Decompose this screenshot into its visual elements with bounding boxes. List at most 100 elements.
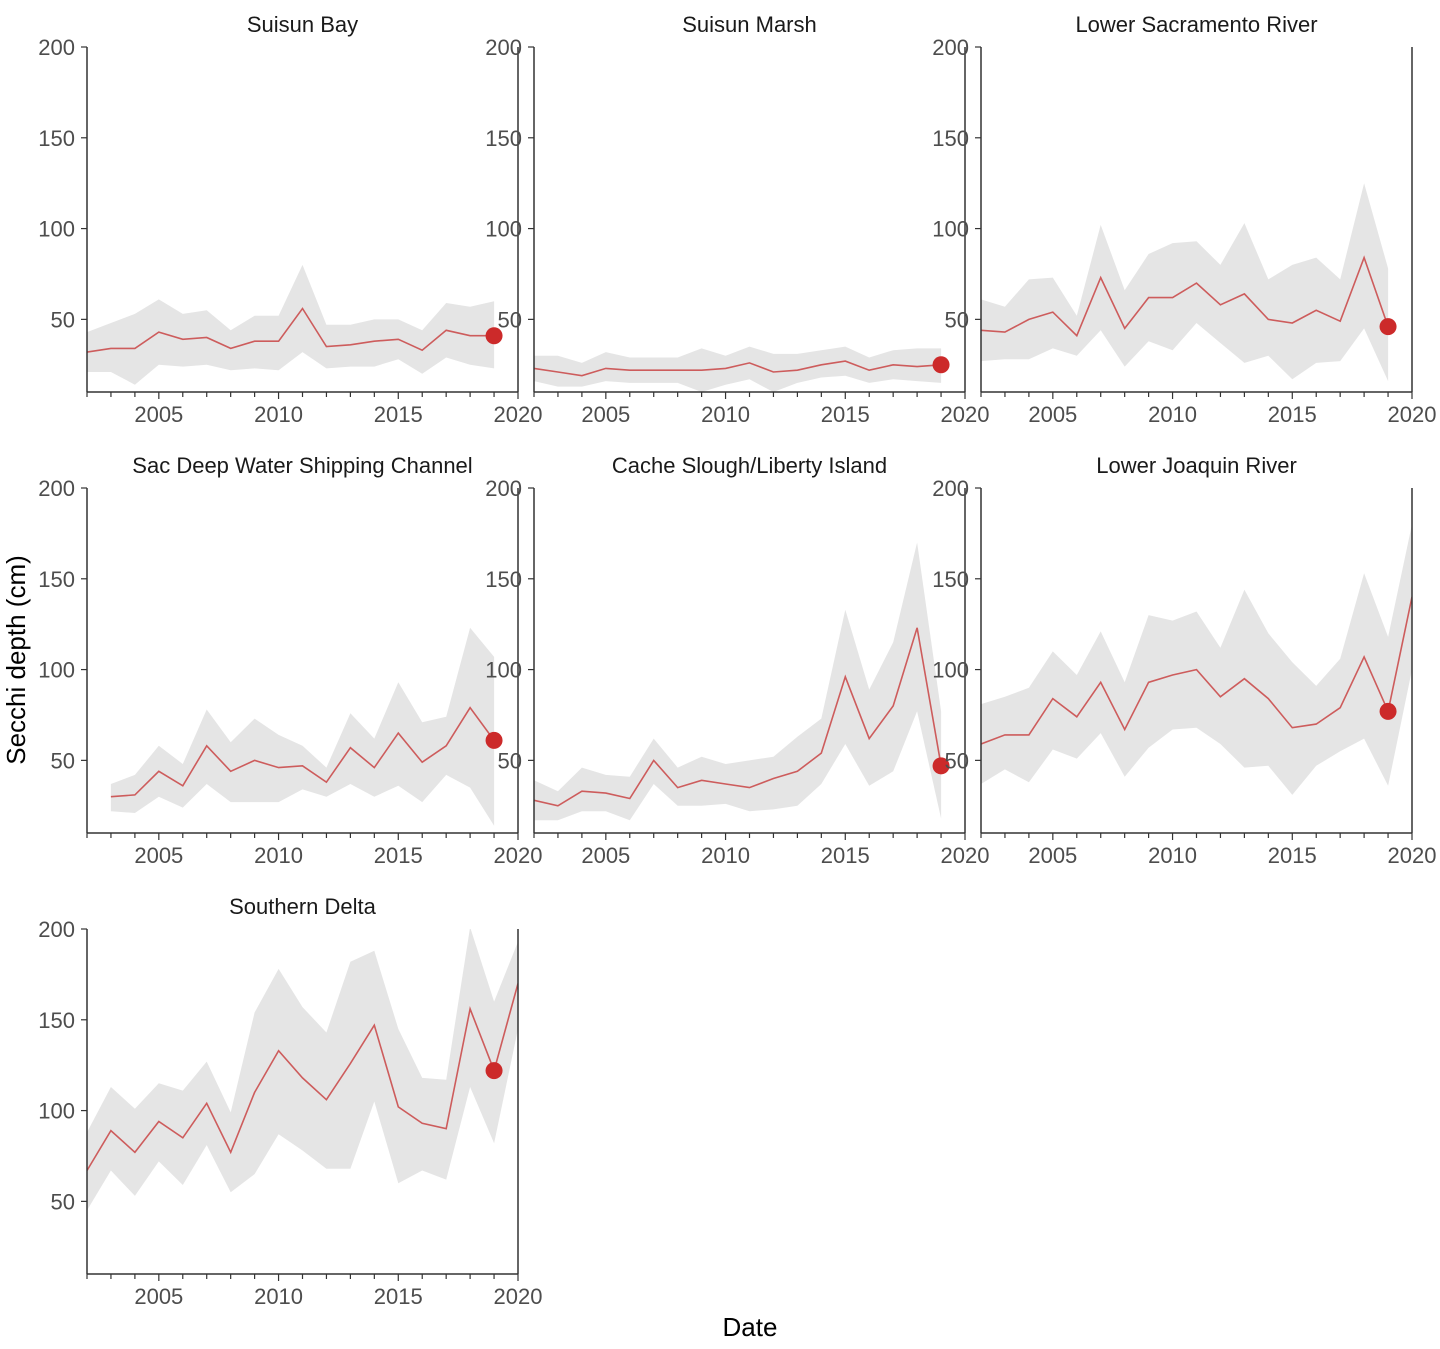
x-tick-label: 2020 [941, 402, 990, 427]
x-tick-label: 2005 [134, 843, 183, 868]
y-tick-label: 150 [485, 567, 522, 592]
x-tick-label: 2015 [1268, 843, 1317, 868]
plot-area [981, 524, 1412, 795]
y-tick-label: 100 [38, 217, 75, 242]
mean-line [981, 255, 1389, 338]
y-tick-label: 100 [932, 658, 969, 683]
y-tick-label: 50 [51, 748, 75, 773]
panel-6: Southern Delta 50 100 150 200 2005 2010 2015 202… [38, 894, 542, 1309]
x-tick-label: 2015 [374, 402, 423, 427]
y-tick-label: 50 [498, 307, 522, 332]
highlight-point [485, 327, 503, 345]
y-tick-label: 150 [485, 126, 522, 151]
y-tick-label: 100 [38, 1099, 75, 1124]
x-tick-label: 2005 [134, 1284, 183, 1309]
x-tick-label: 2005 [134, 402, 183, 427]
panel-title: Sac Deep Water Shipping Channel [132, 453, 472, 478]
mean-line [87, 983, 518, 1171]
y-tick-label: 50 [498, 748, 522, 773]
y-tick-label: 200 [932, 476, 969, 501]
mean-line [534, 627, 942, 807]
panel-3: Sac Deep Water Shipping Channel 50 100 150 2… [38, 453, 542, 868]
y-tick-label: 100 [485, 658, 522, 683]
x-tick-label: 2020 [1388, 402, 1437, 427]
plot-area [534, 346, 942, 392]
panel-title: Suisun Marsh [682, 12, 817, 37]
panel-title: Lower Sacramento River [1075, 12, 1317, 37]
panel-title: Lower Joaquin River [1096, 453, 1297, 478]
plot-area [981, 183, 1389, 382]
uncertainty-band [110, 627, 495, 826]
x-tick-label: 2020 [494, 843, 543, 868]
panel-2: Lower Sacramento River 50 100 150 200 2005 201… [932, 12, 1436, 427]
y-tick-label: 50 [51, 1189, 75, 1214]
panel-1: Suisun Marsh 50 100 150 200 2005 2010 2015 2020 [485, 12, 989, 427]
y-tick-label: 150 [932, 126, 969, 151]
x-tick-label: 2010 [254, 843, 303, 868]
highlight-point [1379, 318, 1397, 336]
mean-line [981, 596, 1412, 745]
plot-area [87, 929, 518, 1211]
y-tick-label: 200 [932, 35, 969, 60]
y-tick-label: 50 [51, 307, 75, 332]
y-tick-label: 100 [485, 217, 522, 242]
plot-area [87, 264, 495, 385]
mean-line [110, 706, 495, 798]
y-tick-label: 50 [945, 307, 969, 332]
y-tick-label: 150 [38, 567, 75, 592]
x-tick-label: 2015 [821, 843, 870, 868]
x-tick-label: 2010 [1148, 843, 1197, 868]
x-tick-label: 2015 [821, 402, 870, 427]
x-tick-label: 2005 [581, 402, 630, 427]
x-tick-label: 2015 [374, 1284, 423, 1309]
x-tick-label: 2010 [254, 1284, 303, 1309]
highlight-point [1379, 702, 1397, 720]
highlight-point [485, 731, 503, 749]
x-tick-label: 2005 [1028, 843, 1077, 868]
panel-0: Suisun Bay 50 100 150 200 2005 2010 2015 2020 [38, 12, 542, 427]
panel-title: Cache Slough/Liberty Island [612, 453, 887, 478]
x-tick-label: 2010 [701, 843, 750, 868]
x-tick-label: 2010 [1148, 402, 1197, 427]
y-tick-label: 50 [945, 748, 969, 773]
uncertainty-band [981, 183, 1389, 382]
y-tick-label: 150 [38, 1008, 75, 1033]
y-axis-title: Secchi depth (cm) [1, 555, 31, 765]
x-tick-label: 2015 [374, 843, 423, 868]
panel-4: Cache Slough/Liberty Island 50 100 150 200 20… [485, 453, 989, 868]
plot-area [110, 627, 495, 826]
y-tick-label: 100 [932, 217, 969, 242]
uncertainty-band [534, 542, 942, 821]
y-tick-label: 200 [485, 476, 522, 501]
highlight-point [932, 356, 950, 374]
x-tick-label: 2020 [941, 843, 990, 868]
y-tick-label: 200 [485, 35, 522, 60]
x-tick-label: 2020 [494, 402, 543, 427]
mean-line [534, 360, 942, 377]
uncertainty-band [981, 524, 1412, 795]
panel-5: Lower Joaquin River 50 100 150 200 2005 2010 20… [932, 453, 1436, 868]
x-tick-label: 2020 [494, 1284, 543, 1309]
x-tick-label: 2005 [581, 843, 630, 868]
x-tick-label: 2005 [1028, 402, 1077, 427]
uncertainty-band [534, 346, 942, 392]
y-tick-label: 150 [38, 126, 75, 151]
plot-area [534, 542, 942, 821]
y-tick-label: 200 [38, 476, 75, 501]
uncertainty-band [87, 929, 518, 1211]
highlight-point [485, 1062, 503, 1080]
panel-title: Suisun Bay [247, 12, 358, 37]
mean-line [87, 307, 495, 353]
x-tick-label: 2015 [1268, 402, 1317, 427]
highlight-point [932, 757, 950, 775]
y-tick-label: 200 [38, 917, 75, 942]
panel-title: Southern Delta [229, 894, 377, 919]
y-tick-label: 100 [38, 658, 75, 683]
x-tick-label: 2010 [701, 402, 750, 427]
y-tick-label: 200 [38, 35, 75, 60]
x-tick-label: 2020 [1388, 843, 1437, 868]
x-axis-title: Date [723, 1312, 778, 1342]
x-tick-label: 2010 [254, 402, 303, 427]
